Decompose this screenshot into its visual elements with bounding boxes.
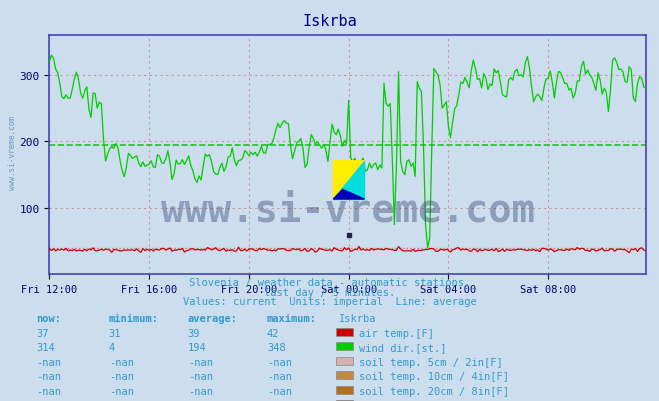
Text: Slovenia / weather data - automatic stations.: Slovenia / weather data - automatic stat…	[189, 277, 470, 288]
Text: maximum:: maximum:	[267, 314, 317, 324]
Text: www.si-vreme.com: www.si-vreme.com	[161, 191, 534, 229]
Text: -nan: -nan	[109, 357, 134, 367]
Text: 194: 194	[188, 342, 206, 352]
Text: -nan: -nan	[36, 386, 61, 396]
Text: now:: now:	[36, 314, 61, 324]
Text: 42: 42	[267, 328, 279, 338]
Text: minimum:: minimum:	[109, 314, 159, 324]
Text: soil temp. 5cm / 2in[F]: soil temp. 5cm / 2in[F]	[359, 357, 503, 367]
Text: soil temp. 20cm / 8in[F]: soil temp. 20cm / 8in[F]	[359, 386, 509, 396]
Polygon shape	[333, 161, 364, 200]
Text: wind dir.[st.]: wind dir.[st.]	[359, 342, 447, 352]
Text: -nan: -nan	[36, 371, 61, 381]
Text: 4: 4	[109, 342, 115, 352]
Text: -nan: -nan	[188, 400, 213, 401]
Text: -nan: -nan	[188, 357, 213, 367]
Text: Values: current  Units: imperial  Line: average: Values: current Units: imperial Line: av…	[183, 297, 476, 307]
Text: -nan: -nan	[267, 386, 292, 396]
Text: Iskrba: Iskrba	[339, 314, 377, 324]
Text: www.si-vreme.com: www.si-vreme.com	[8, 115, 17, 189]
Text: -nan: -nan	[267, 357, 292, 367]
Text: 314: 314	[36, 342, 55, 352]
Text: 348: 348	[267, 342, 285, 352]
Text: air temp.[F]: air temp.[F]	[359, 328, 434, 338]
Text: 37: 37	[36, 328, 49, 338]
Polygon shape	[333, 190, 364, 200]
Text: Iskrba: Iskrba	[302, 14, 357, 29]
Text: last day / 5 minutes.: last day / 5 minutes.	[264, 287, 395, 297]
Text: -nan: -nan	[267, 371, 292, 381]
Text: soil temp. 30cm / 12in[F]: soil temp. 30cm / 12in[F]	[359, 400, 515, 401]
Text: -nan: -nan	[36, 400, 61, 401]
Text: 39: 39	[188, 328, 200, 338]
Text: -nan: -nan	[109, 386, 134, 396]
Text: -nan: -nan	[109, 371, 134, 381]
Polygon shape	[333, 161, 364, 200]
Text: -nan: -nan	[36, 357, 61, 367]
Text: -nan: -nan	[267, 400, 292, 401]
Text: average:: average:	[188, 314, 238, 324]
Text: soil temp. 10cm / 4in[F]: soil temp. 10cm / 4in[F]	[359, 371, 509, 381]
Text: -nan: -nan	[109, 400, 134, 401]
Text: -nan: -nan	[188, 371, 213, 381]
Text: -nan: -nan	[188, 386, 213, 396]
Text: 31: 31	[109, 328, 121, 338]
